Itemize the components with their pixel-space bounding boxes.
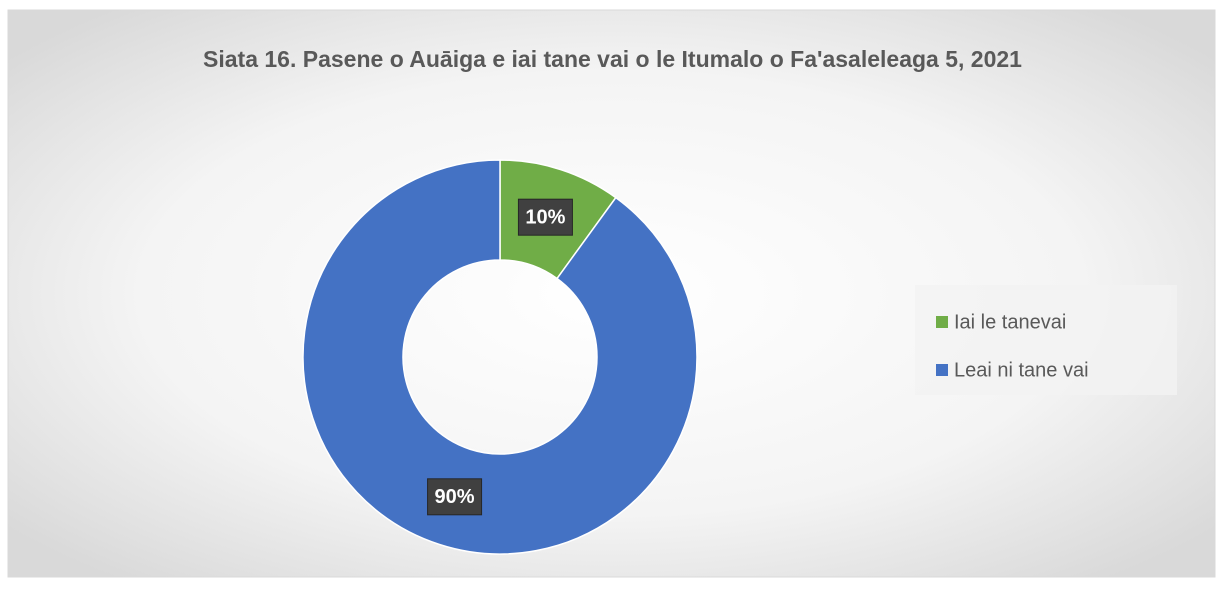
legend-label: Leai ni tane vai — [954, 359, 1089, 381]
chart-title: Siata 16. Pasene o Auāiga e iai tane vai… — [203, 46, 1022, 72]
donut-slice — [302, 159, 698, 555]
data-label: 10% — [525, 206, 565, 228]
data-label-box — [517, 198, 573, 236]
legend-box — [915, 285, 1177, 395]
legend-swatch — [936, 316, 948, 328]
legend-label: Iai le tanevai — [954, 311, 1066, 333]
data-label-box — [427, 478, 483, 516]
data-label: 90% — [435, 486, 475, 508]
legend-swatch — [936, 364, 948, 376]
